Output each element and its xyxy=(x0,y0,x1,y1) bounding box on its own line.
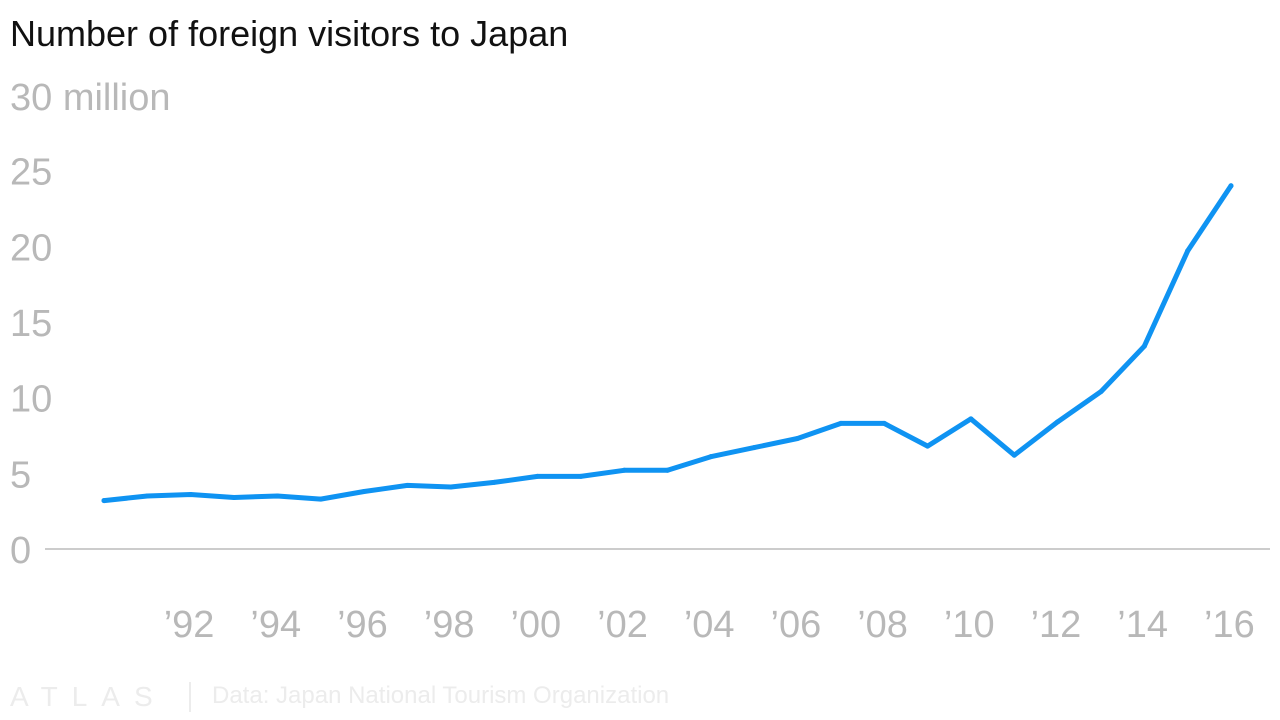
data-point xyxy=(881,420,887,426)
data-point xyxy=(231,495,237,501)
x-tick-label: ’94 xyxy=(250,604,301,646)
data-point xyxy=(1098,389,1104,395)
y-tick-label: 25 xyxy=(10,152,52,194)
x-ticks: ’92 ’94 ’96 ’98 ’00 ’02 ’04 ’06 ’08 ’10 ’12 ’14 ’16 xyxy=(164,604,1255,646)
data-point xyxy=(361,488,367,494)
x-tick-label: ’10 xyxy=(944,604,995,646)
footer-brand-logo: ATLAS xyxy=(10,681,167,712)
x-tick-label: ’14 xyxy=(1117,604,1168,646)
data-point xyxy=(621,467,627,473)
data-point xyxy=(665,467,670,473)
y-tick-label: 0 xyxy=(10,530,31,572)
data-point xyxy=(1055,419,1061,425)
data-point xyxy=(968,416,974,422)
x-tick-label: ’06 xyxy=(771,604,822,646)
chart-title: Number of foreign visitors to Japan xyxy=(10,13,568,54)
x-tick-label: ’02 xyxy=(597,604,648,646)
data-point xyxy=(188,492,194,498)
y-axis-unit-label: 30 million xyxy=(10,77,171,119)
y-tick-label: 20 xyxy=(10,227,52,269)
x-tick-label: ’08 xyxy=(857,604,908,646)
data-point xyxy=(838,420,844,426)
x-tick-label: ’92 xyxy=(164,604,215,646)
data-point xyxy=(491,479,497,485)
data-point xyxy=(578,473,584,479)
data-point xyxy=(1228,183,1234,189)
x-tick-label: ’12 xyxy=(1031,604,1082,646)
footer: ATLAS Data: Japan National Tourism Organ… xyxy=(10,681,669,712)
x-tick-label: ’98 xyxy=(424,604,475,646)
data-point xyxy=(448,484,454,490)
data-point xyxy=(925,443,931,449)
x-tick-label: ’00 xyxy=(510,604,561,646)
data-point xyxy=(795,436,801,442)
data-point xyxy=(1185,248,1191,254)
data-point xyxy=(708,454,714,460)
data-point xyxy=(274,493,280,499)
y-ticks: 0 5 10 15 20 25 xyxy=(10,152,52,572)
x-tick-label: ’04 xyxy=(684,604,735,646)
data-point xyxy=(404,482,410,488)
series-group xyxy=(101,183,1234,504)
data-point xyxy=(1011,452,1017,458)
x-tick-label: ’96 xyxy=(337,604,388,646)
x-tick-label: ’16 xyxy=(1204,604,1255,646)
y-tick-label: 5 xyxy=(10,454,31,496)
footer-source: Data: Japan National Tourism Organizatio… xyxy=(212,682,669,709)
series-line xyxy=(101,183,1234,504)
data-point xyxy=(144,493,150,499)
data-point xyxy=(101,498,107,504)
y-tick-label: 10 xyxy=(10,379,52,421)
data-point xyxy=(751,445,757,451)
data-point xyxy=(534,473,540,479)
data-point xyxy=(318,496,324,502)
data-point xyxy=(1141,343,1147,349)
y-tick-label: 15 xyxy=(10,303,52,345)
